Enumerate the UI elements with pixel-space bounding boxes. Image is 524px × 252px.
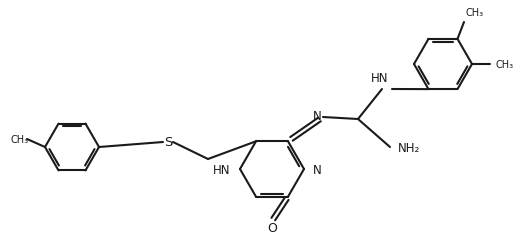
Text: CH₃: CH₃ — [496, 60, 514, 70]
Text: CH₃: CH₃ — [11, 135, 29, 144]
Text: N: N — [313, 109, 322, 122]
Text: O: O — [267, 222, 277, 235]
Text: S: S — [164, 136, 172, 149]
Text: CH₃: CH₃ — [466, 8, 484, 18]
Text: N: N — [313, 163, 322, 176]
Text: NH₂: NH₂ — [398, 141, 420, 154]
Text: HN: HN — [213, 163, 230, 176]
Text: HN: HN — [371, 72, 389, 85]
